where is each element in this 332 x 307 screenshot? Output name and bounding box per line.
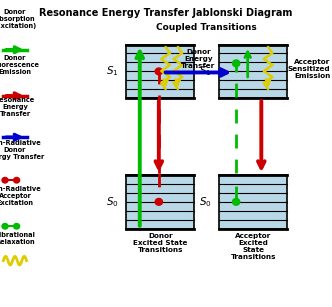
Text: $S_1$: $S_1$ <box>106 64 119 78</box>
Circle shape <box>155 68 162 75</box>
Text: Non-Radiative
Acceptor
Excitation: Non-Radiative Acceptor Excitation <box>0 186 41 206</box>
Circle shape <box>232 60 240 67</box>
Circle shape <box>14 223 20 229</box>
Text: Donor
Excited State
Transitions: Donor Excited State Transitions <box>133 233 187 253</box>
Bar <box>126 45 194 98</box>
Text: $S_0$: $S_0$ <box>106 195 119 209</box>
Text: Donor
Fluorescence
Emission: Donor Fluorescence Emission <box>0 55 40 75</box>
Bar <box>219 175 287 229</box>
Text: Resonance
Energy
Transfer: Resonance Energy Transfer <box>0 97 35 117</box>
Text: Non-Radiative
Donor
Energy Transfer: Non-Radiative Donor Energy Transfer <box>0 140 44 160</box>
Circle shape <box>2 223 8 229</box>
Text: $S_1$: $S_1$ <box>199 64 212 78</box>
Text: Acceptor
Sensitized
Emission: Acceptor Sensitized Emission <box>288 59 330 80</box>
Circle shape <box>2 177 8 183</box>
Text: $S_0$: $S_0$ <box>199 195 212 209</box>
Circle shape <box>14 177 20 183</box>
Text: Donor
Absorption
(Excitation): Donor Absorption (Excitation) <box>0 9 37 29</box>
Circle shape <box>232 198 240 205</box>
Bar <box>126 175 194 229</box>
Text: Coupled Transitions: Coupled Transitions <box>156 23 257 32</box>
Text: Resonance Energy Transfer Jablonski Diagram: Resonance Energy Transfer Jablonski Diag… <box>39 8 293 18</box>
Text: Vibrational
Relaxation: Vibrational Relaxation <box>0 232 36 245</box>
Text: Acceptor
Excited
State
Transitions: Acceptor Excited State Transitions <box>230 233 276 260</box>
Bar <box>219 45 287 98</box>
Text: Donor
Energy
Transfer: Donor Energy Transfer <box>181 49 215 69</box>
Circle shape <box>155 198 162 205</box>
